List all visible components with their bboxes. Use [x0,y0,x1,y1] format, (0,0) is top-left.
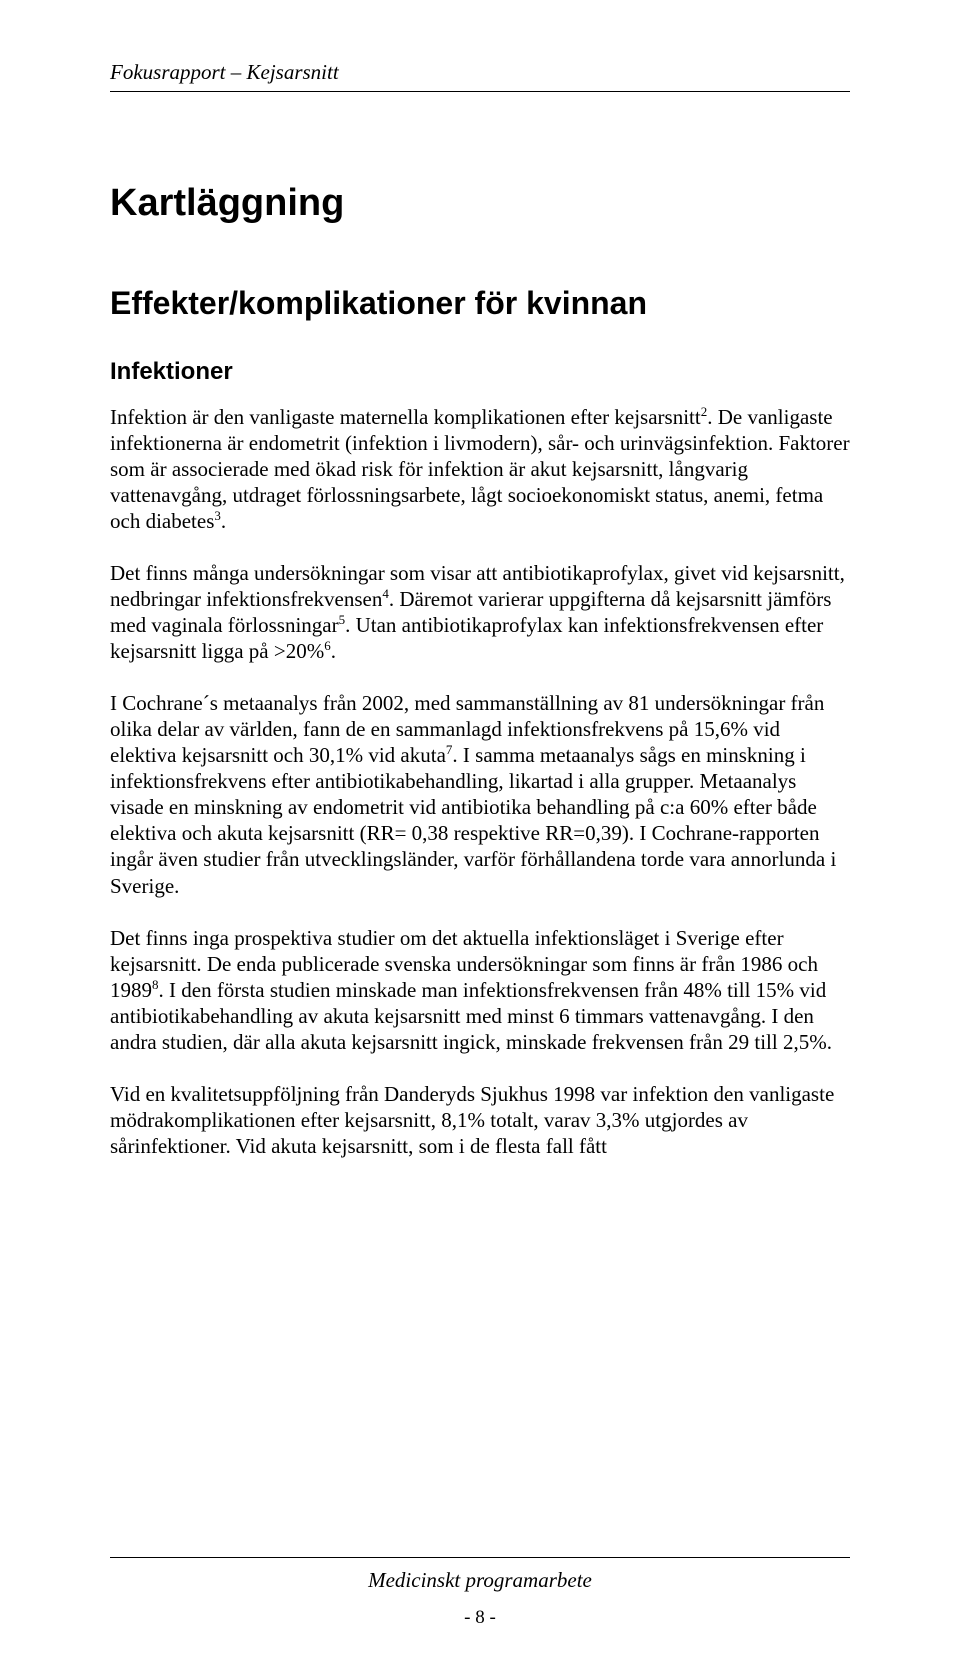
page-content: Fokusrapport – Kejsarsnitt Kartläggning … [110,60,850,1557]
page-footer: Medicinskt programarbete - 8 - [110,1557,850,1629]
body-paragraph-2: Det finns många undersökningar som visar… [110,560,850,664]
footer-page-number: - 8 - [110,1607,850,1629]
body-paragraph-5: Vid en kvalitetsuppföljning från Dandery… [110,1081,850,1159]
heading-level-2: Effekter/komplikationer för kvinnan [110,285,850,322]
heading-level-1: Kartläggning [110,182,850,225]
body-paragraph-3: I Cochrane´s metaanalys från 2002, med s… [110,690,850,898]
body-paragraph-4: Det finns inga prospektiva studier om de… [110,925,850,1055]
footer-title: Medicinskt programarbete [110,1568,850,1593]
footer-divider [110,1557,850,1558]
document-page: Fokusrapport – Kejsarsnitt Kartläggning … [0,0,960,1669]
heading-level-3: Infektioner [110,358,850,386]
running-header: Fokusrapport – Kejsarsnitt [110,60,850,92]
body-paragraph-1: Infektion är den vanligaste maternella k… [110,404,850,534]
